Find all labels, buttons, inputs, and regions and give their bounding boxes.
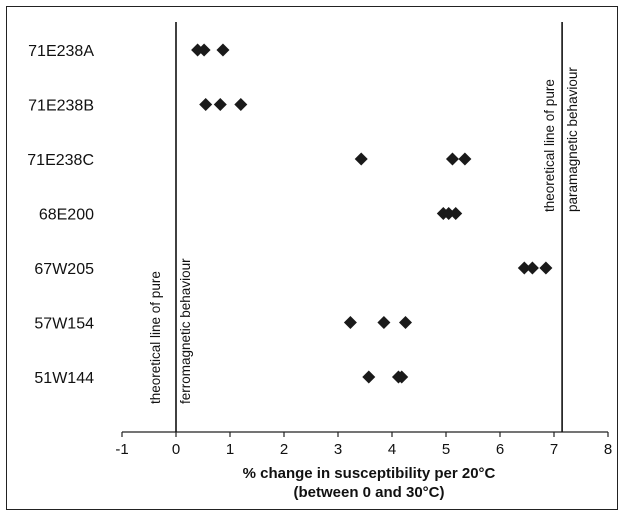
category-label: 68E200: [39, 207, 94, 224]
data-point: [199, 98, 213, 111]
x-tick-label: 3: [334, 441, 342, 458]
data-point: [377, 316, 391, 329]
data-point: [343, 316, 357, 329]
data-point: [517, 261, 531, 275]
x-tick-label: 1: [226, 441, 234, 458]
data-point: [354, 152, 368, 166]
chart-frame: [6, 6, 618, 510]
annotation-line: theoretical line of pure: [542, 79, 557, 212]
data-point: [458, 152, 472, 166]
data-point: [395, 370, 409, 384]
data-point: [197, 43, 211, 57]
x-tick-label: 8: [604, 441, 612, 458]
annotation-line: paramagnetic behaviour: [565, 67, 580, 212]
data-point: [445, 152, 459, 166]
x-tick-label: 6: [496, 441, 504, 458]
x-axis-subtitle: (between 0 and 30°C): [293, 484, 444, 501]
category-label: 71E238B: [28, 98, 94, 115]
category-label: 57W154: [34, 316, 94, 333]
x-axis-title: % change in susceptibility per 20°C: [243, 465, 496, 482]
x-tick-label: 2: [280, 441, 288, 458]
data-point: [525, 261, 539, 275]
data-point: [399, 316, 412, 329]
x-tick-label: -1: [115, 441, 128, 458]
category-label: 51W144: [34, 370, 94, 387]
category-label: 71E238A: [28, 43, 94, 60]
data-point: [234, 98, 248, 111]
x-tick-label: 7: [550, 441, 558, 458]
data-point: [449, 207, 463, 220]
x-tick-label: 4: [388, 441, 396, 458]
data-point: [213, 98, 227, 111]
data-point: [539, 261, 553, 275]
x-tick-label: 0: [172, 441, 180, 458]
data-point: [442, 207, 456, 220]
category-label: 67W205: [34, 261, 94, 278]
paramagnetic-annotation: theoretical line of pure paramagnetic beh…: [542, 67, 580, 212]
data-point: [362, 370, 376, 384]
annotation-line: theoretical line of pure: [148, 271, 163, 404]
category-label: 71E238C: [27, 152, 94, 169]
x-tick-label: 5: [442, 441, 450, 458]
data-point: [216, 43, 230, 57]
annotation-line: ferromagnetic behaviour: [178, 258, 193, 404]
ferromagnetic-annotation: theoretical line of pure ferromagnetic be…: [148, 258, 193, 404]
